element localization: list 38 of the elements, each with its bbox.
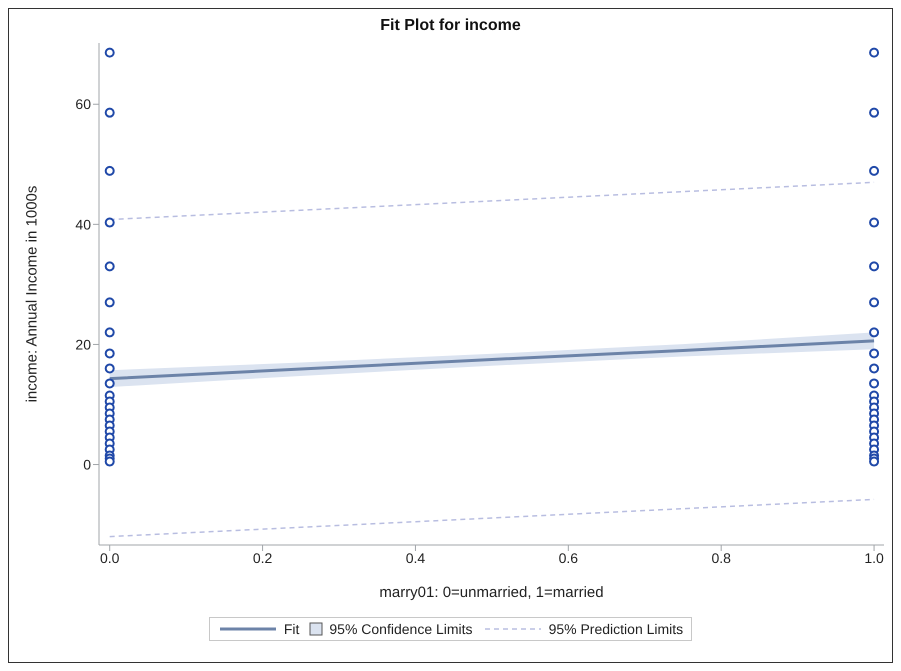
- point: [869, 261, 880, 272]
- legend-label: Fit: [284, 621, 300, 637]
- x-axis-title: marry01: 0=unmarried, 1=married: [379, 584, 604, 601]
- point: [104, 378, 115, 388]
- y-tick-label: 40: [75, 216, 92, 232]
- point: [104, 363, 115, 374]
- legend-label: 95% Prediction Limits: [548, 621, 684, 637]
- chart-title: Fit Plot for income: [379, 17, 522, 35]
- point: [104, 297, 115, 308]
- point: [869, 456, 880, 467]
- point: [869, 348, 880, 358]
- point: [104, 348, 115, 358]
- legend-label: 95% Confidence Limits: [329, 621, 473, 637]
- point: [869, 363, 880, 374]
- point: [104, 456, 115, 467]
- point: [104, 108, 115, 118]
- point: [869, 327, 880, 338]
- x-tick-label: 1.0: [864, 550, 884, 566]
- x-tick-label: 0.8: [711, 550, 732, 566]
- point: [869, 108, 880, 118]
- x-tick-label: 0.2: [252, 550, 273, 566]
- y-axis-title: income: Annual Income in 1000s: [23, 186, 40, 402]
- point: [104, 218, 115, 228]
- y-tick-label: 20: [75, 336, 92, 352]
- point: [104, 261, 115, 272]
- y-tick-label: 60: [75, 96, 92, 112]
- point: [104, 166, 115, 176]
- point: [869, 48, 880, 58]
- point: [869, 166, 880, 176]
- point: [869, 378, 880, 388]
- y-tick-label: 0: [83, 456, 92, 473]
- x-tick-label: 0.6: [558, 550, 578, 566]
- point: [869, 218, 880, 228]
- point: [869, 297, 880, 308]
- point: [104, 48, 115, 58]
- point: [104, 327, 115, 338]
- x-tick-label: 0.4: [406, 550, 426, 566]
- x-tick-label: 0.0: [100, 550, 120, 566]
